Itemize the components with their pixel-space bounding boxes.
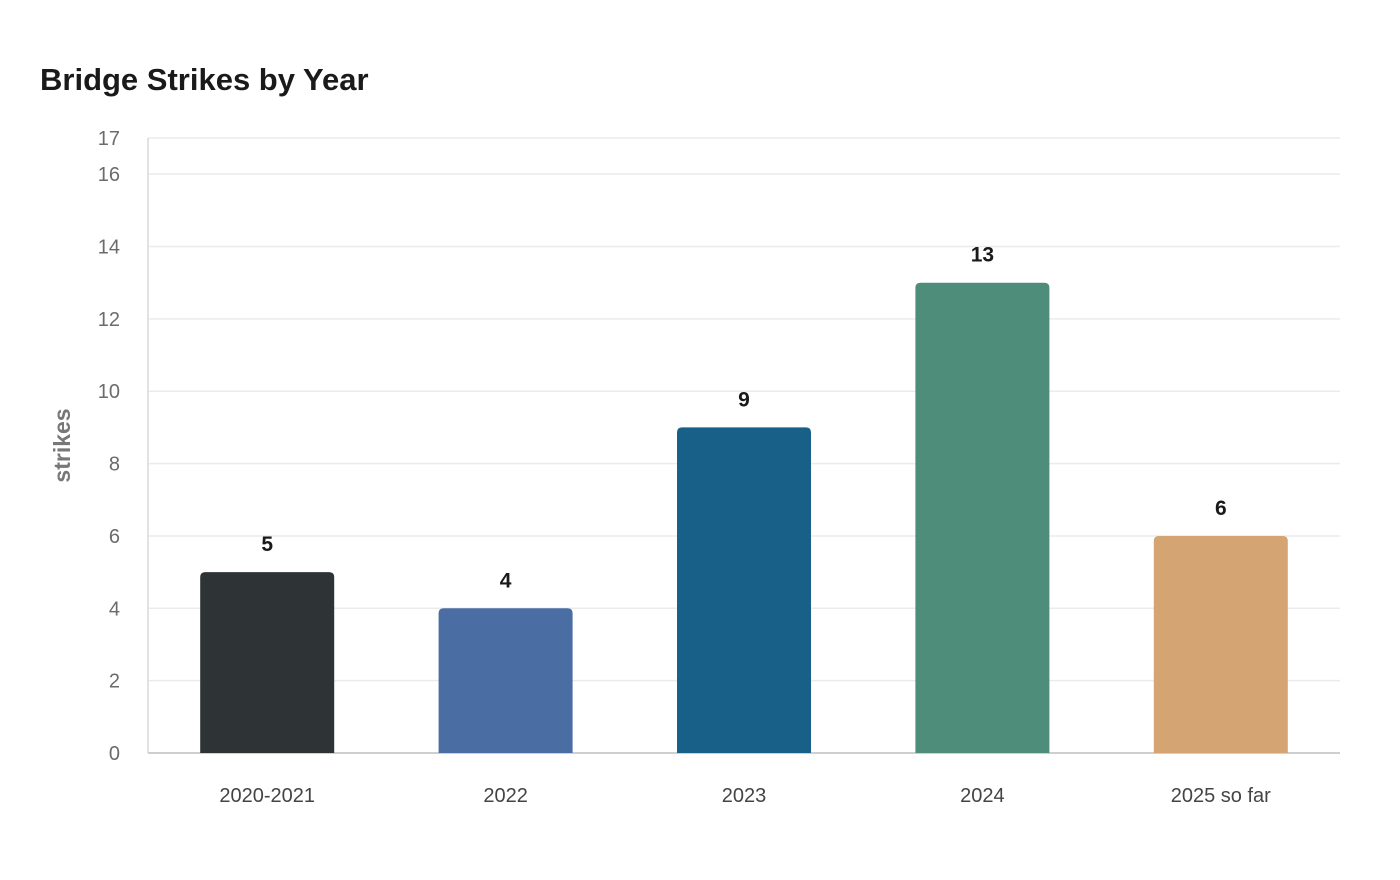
x-tick-label: 2025 so far bbox=[1171, 785, 1271, 807]
y-tick-label: 16 bbox=[98, 164, 120, 186]
chart-title: Bridge Strikes by Year bbox=[40, 62, 369, 97]
bar-2023 bbox=[677, 427, 811, 753]
y-tick-label: 14 bbox=[98, 237, 120, 259]
data-label: 5 bbox=[261, 533, 273, 556]
y-tick-label: 12 bbox=[98, 309, 120, 331]
data-label: 6 bbox=[1215, 497, 1227, 520]
y-tick-label: 6 bbox=[109, 526, 120, 548]
data-label: 13 bbox=[971, 244, 994, 267]
bars bbox=[200, 282, 1288, 753]
bar-2024 bbox=[915, 282, 1050, 753]
y-tick-label: 2 bbox=[109, 671, 120, 693]
y-axis-title: strikes bbox=[49, 408, 75, 482]
data-label: 9 bbox=[738, 388, 750, 411]
data-label: 4 bbox=[500, 569, 512, 592]
y-tick-label: 8 bbox=[109, 454, 120, 476]
x-tick-label: 2024 bbox=[960, 785, 1005, 807]
y-tick-label: 17 bbox=[98, 128, 120, 150]
x-tick-label: 2020-2021 bbox=[219, 785, 315, 807]
y-tick-label: 10 bbox=[98, 381, 120, 403]
x-tick-label: 2023 bbox=[722, 785, 767, 807]
y-tick-label: 0 bbox=[109, 743, 120, 765]
bar-2022 bbox=[438, 608, 573, 753]
y-tick-label: 4 bbox=[109, 598, 120, 620]
bar-2025-so-far bbox=[1153, 535, 1288, 753]
x-tick-label: 2022 bbox=[483, 785, 528, 807]
labels: 0 2 4 6 8 10 12 14 16 17 strikes 5 2020-2021 4 2022 9 20… bbox=[49, 128, 1271, 807]
bar-2020-2021 bbox=[200, 572, 335, 753]
